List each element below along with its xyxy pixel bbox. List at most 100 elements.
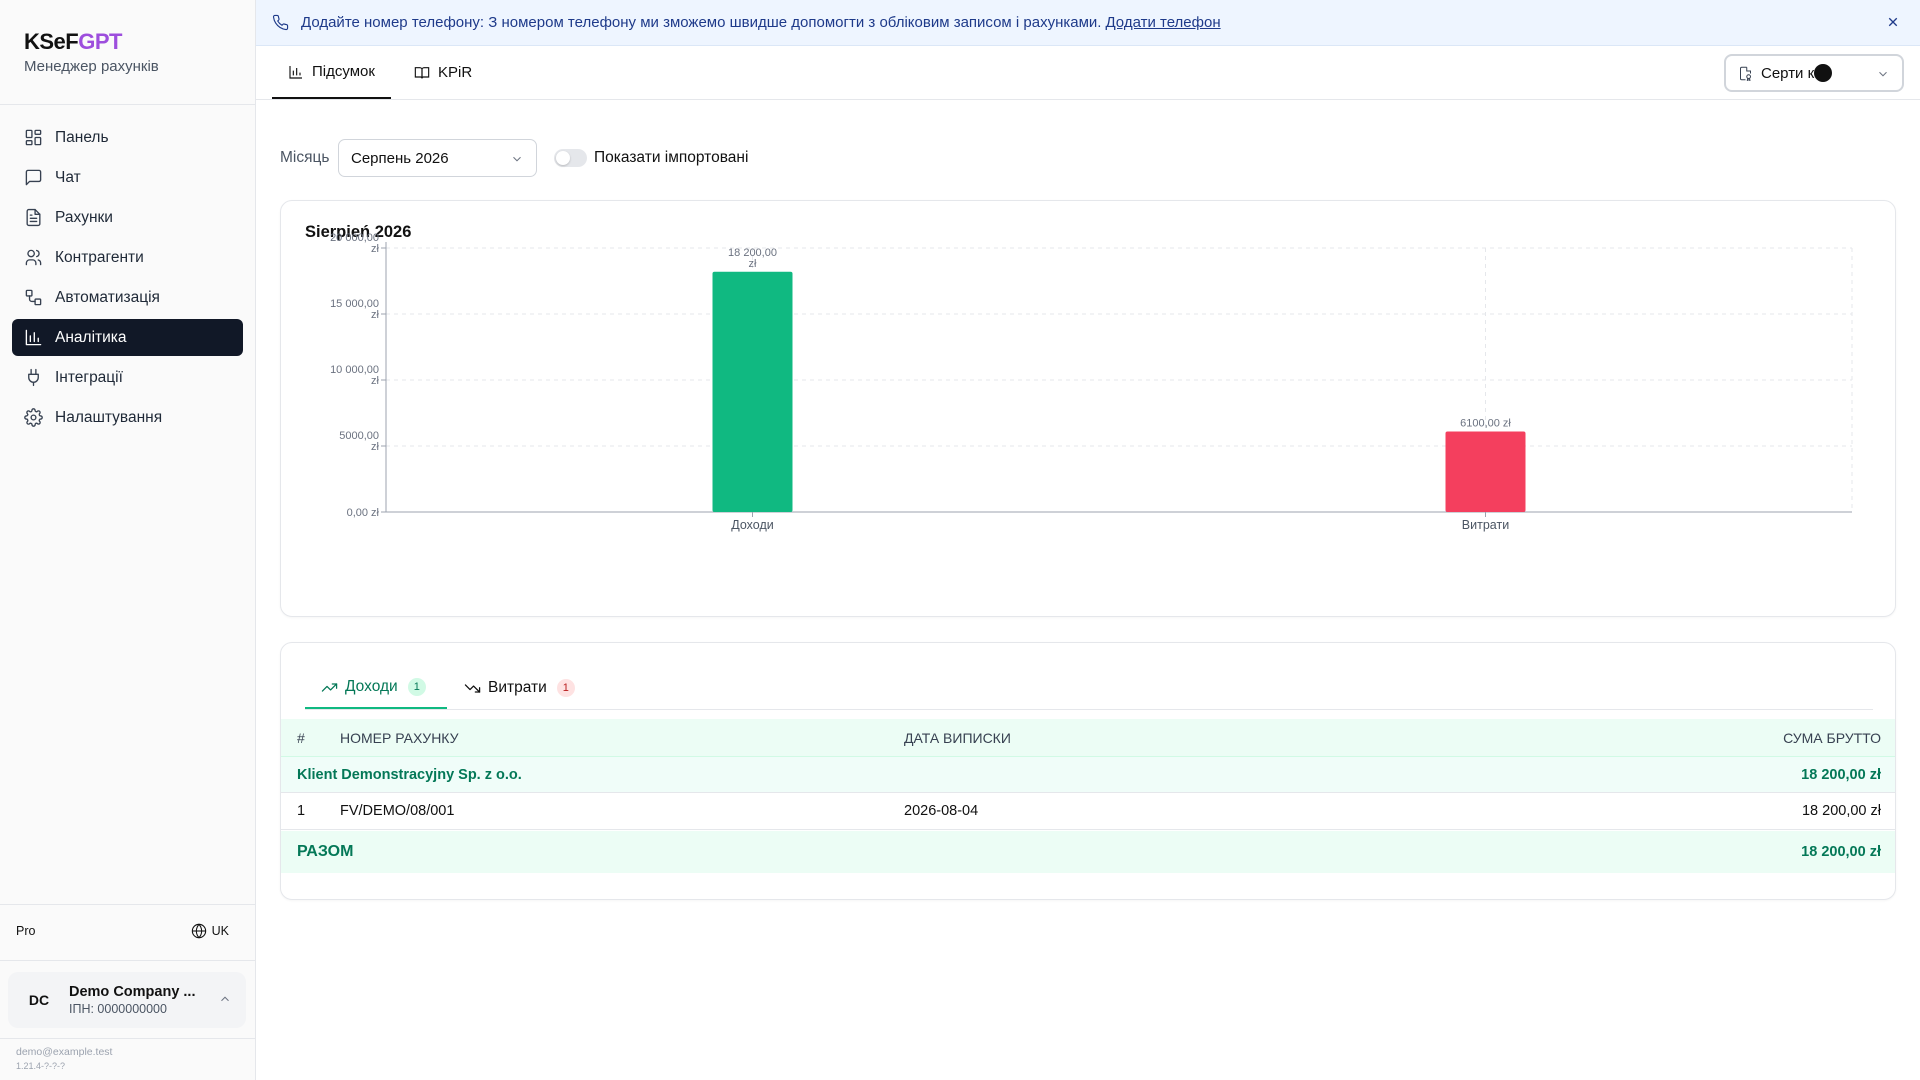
y-tick-label: 5000,00 zł [339, 430, 379, 453]
app-subtitle: Менеджер рахунків [24, 58, 159, 75]
phone-banner: Додайте номер телефону: З номером телефо… [256, 0, 1920, 46]
app-logo[interactable]: KSeFGPT [24, 29, 122, 54]
tab-label: Витрати [488, 679, 547, 696]
chevron-up-icon [221, 996, 229, 1002]
banner-close-button[interactable] [1884, 13, 1902, 31]
contractor-group-row: Klient Demonstracyjny Sp. z o.o. 18 200,… [281, 757, 1895, 793]
tab-expenses[interactable]: Витрати 1 [464, 667, 575, 709]
x-tick-label: Доходи [731, 518, 773, 532]
chart-card: Sierpień 2026 20 000,00 zł 15 000,00 zł 10 0… [280, 200, 1896, 617]
show-imported-label: Показати імпортовані [594, 149, 749, 166]
count-badge: 1 [407, 678, 426, 696]
user-email: demo@example.test [16, 1046, 113, 1058]
sidebar-item-label: Аналітика [55, 328, 127, 346]
sidebar-divider [0, 904, 255, 905]
month-select[interactable]: Серпень 2026 [338, 139, 537, 177]
sidebar-item-settings[interactable]: Налаштування [12, 399, 243, 436]
sidebar-item-label: Контрагенти [55, 248, 144, 266]
account-info: Demo Company ... ІПН: 0000000000 [69, 984, 196, 1016]
month-label: Місяць [280, 149, 330, 166]
chart-title: Sierpień 2026 [305, 223, 412, 241]
count-badge: 1 [556, 679, 575, 697]
column-header-sum: СУМА БРУТТО [1783, 729, 1881, 746]
gear-icon [24, 408, 43, 427]
sidebar-item-automation[interactable]: Автоматизація [12, 279, 243, 316]
data-label: 6100,00 zł [1460, 417, 1511, 429]
certificate-select[interactable]: Серти кат [1724, 54, 1904, 92]
sidebar-divider [0, 104, 255, 105]
contractor-name[interactable]: Klient Demonstracyjny Sp. z o.o. [297, 766, 522, 783]
x-tick-label: Витрати [1462, 518, 1509, 532]
sidebar-item-invoices[interactable]: Рахунки [12, 199, 243, 236]
y-tick-label: 0,00 zł [347, 507, 380, 519]
total-label: РАЗОМ [297, 843, 354, 860]
avatar: DC [19, 980, 59, 1020]
invoice-number[interactable]: FV/DEMO/08/001 [340, 803, 455, 819]
bar-income [712, 271, 793, 512]
y-tick-label: 20 000,00 zł [330, 232, 379, 255]
sidebar-item-label: Чат [55, 168, 81, 186]
language-switcher[interactable]: UK [191, 923, 229, 939]
sidebar-item-label: Налаштування [55, 408, 163, 426]
app-version: 1.21.4-?-?-? [16, 1061, 66, 1071]
phone-icon [272, 14, 289, 31]
show-imported-toggle[interactable] [554, 149, 587, 167]
plug-icon [28, 368, 39, 387]
sidebar-item-integrations[interactable]: Інтеграції [12, 359, 243, 396]
table-header: # НОМЕР РАХУНКУ ДАТА ВИПИСКИ СУМА БРУТТО [281, 719, 1895, 757]
chevron-down-icon [1879, 71, 1887, 77]
sidebar-divider [0, 1038, 255, 1039]
close-icon [1888, 17, 1898, 27]
y-tick-label: 15 000,00 zł [330, 298, 379, 321]
brand: KSeFGPT Менеджер рахунків [24, 29, 159, 76]
bar-chart: 20 000,00 zł 15 000,00 zł 10 000,00 zł 5000,00… [330, 232, 1853, 532]
total-sum: 18 200,00 zł [1801, 844, 1881, 860]
tabs-divider [305, 709, 1873, 710]
sidebar-divider [0, 960, 255, 961]
sidebar-item-label: Панель [55, 128, 109, 146]
table-row[interactable]: 1 FV/DEMO/08/001 2026-08-04 18 200,00 zł [281, 793, 1895, 830]
invoices-table-card: Доходи 1 Витрати 1 # НОМЕР РАХУНКУ ДАТА … [280, 642, 1896, 900]
chat-icon [25, 169, 42, 186]
users-icon [25, 249, 42, 266]
dashboard-icon [25, 129, 42, 146]
language-label: UK [211, 924, 229, 938]
sidebar: KSeFGPT Менеджер рахунків Панель Чат Рах… [0, 0, 256, 1080]
data-label: 18 200,00 zł [728, 247, 777, 270]
total-row: РАЗОМ 18 200,00 zł [281, 831, 1895, 873]
account-switcher[interactable]: DC Demo Company ... ІПН: 0000000000 [8, 972, 246, 1028]
tab-summary[interactable]: Підсумок [272, 46, 391, 99]
sidebar-item-analytics[interactable]: Аналітика [12, 319, 243, 356]
month-value: Серпень 2026 [351, 149, 449, 167]
tab-kpir[interactable]: KPiR [414, 46, 472, 99]
sidebar-item-label: Рахунки [55, 208, 113, 226]
bar-chart-icon [25, 329, 42, 346]
toggle-knob [556, 151, 570, 165]
banner-message: Додайте номер телефону: З номером телефо… [301, 14, 1102, 31]
add-phone-link[interactable]: Додати телефон [1105, 14, 1221, 31]
bar-chart-icon [289, 65, 302, 79]
tab-label: Доходи [345, 678, 398, 695]
book-icon [414, 66, 430, 78]
company-tax-id: ІПН: 0000000000 [69, 1002, 167, 1016]
trending-up-icon [321, 682, 338, 692]
gross-amount: 18 200,00 zł [1801, 803, 1881, 819]
company-name: Demo Company ... [69, 984, 196, 1000]
row-number: 1 [297, 803, 306, 819]
sidebar-item-chat[interactable]: Чат [12, 159, 243, 196]
sidebar-item-dashboard[interactable]: Панель [12, 119, 243, 156]
sidebar-item-contractors[interactable]: Контрагенти [12, 239, 243, 276]
chevron-down-icon [513, 156, 521, 162]
group-sum: 18 200,00 zł [1801, 766, 1881, 783]
column-header-invoice: НОМЕР РАХУНКУ [340, 729, 459, 746]
sidebar-nav: Панель Чат Рахунки Контрагенти Автоматиз… [12, 119, 243, 439]
tab-income[interactable]: Доходи 1 [305, 667, 447, 709]
certificate-label: Серти кат [1761, 64, 1830, 82]
issue-date: 2026-08-04 [904, 803, 979, 819]
trending-down-icon [464, 683, 481, 693]
column-header-num: # [297, 729, 305, 746]
column-header-date: ДАТА ВИПИСКИ [904, 729, 1011, 746]
sidebar-item-label: Автоматизація [55, 288, 160, 306]
certificate-icon [1740, 66, 1751, 81]
sidebar-item-label: Інтеграції [55, 368, 123, 386]
